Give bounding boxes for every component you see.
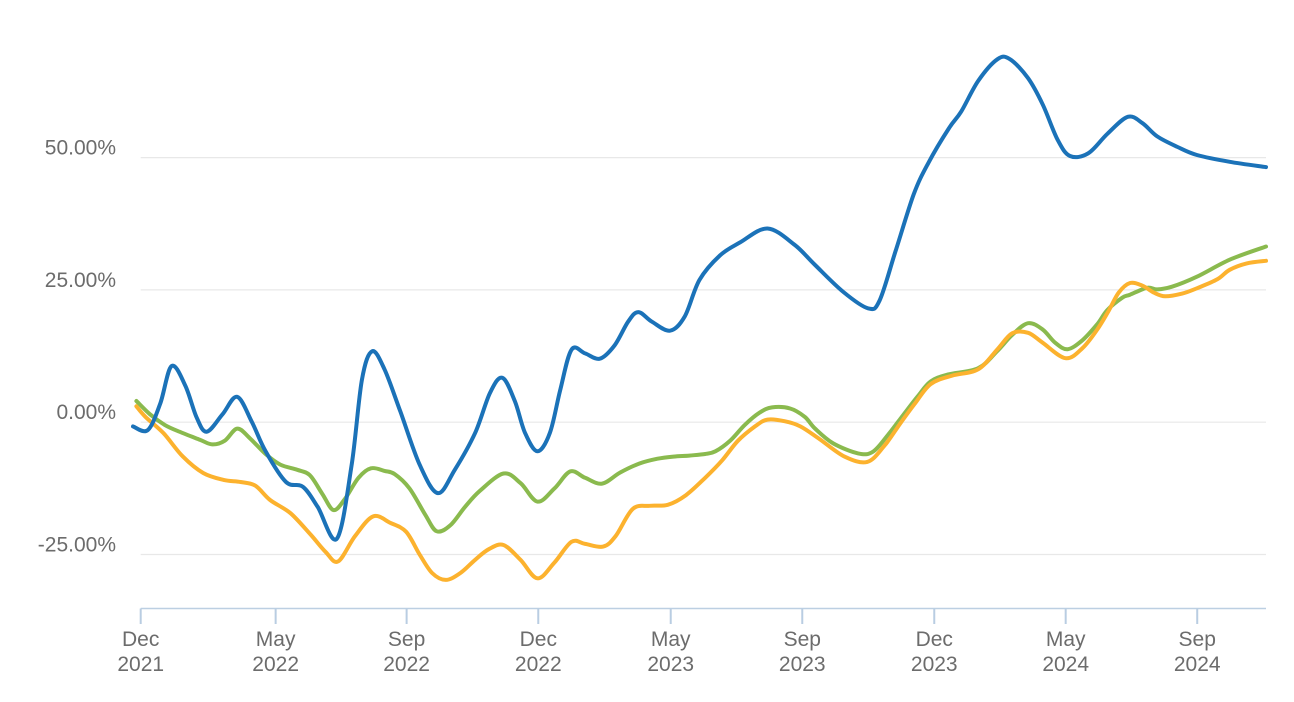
y-axis-labels-group: 50.00% 25.00% 0.00% -25.00% [38,137,116,557]
x-tick-label-month: May [1046,628,1086,651]
x-tick-label-month: Sep [1179,628,1216,651]
series-lines-group [131,54,1268,582]
series-line-blue [131,54,1268,542]
x-tick-label-year: 2022 [252,653,299,676]
x-tick-label-month: Dec [122,628,159,651]
x-tick-label-year: 2024 [1042,653,1089,676]
y-tick-label: -25.00% [38,534,116,557]
y-tick-label: 0.00% [56,401,116,424]
x-tick-label-month: Sep [784,628,821,651]
x-tick-label-month: Dec [520,628,557,651]
y-tick-label: 50.00% [45,137,116,160]
series-line-green [134,244,1268,534]
y-tick-label: 25.00% [45,269,116,292]
x-tick-label-year: 2022 [383,653,430,676]
x-tick-label-year: 2022 [515,653,562,676]
x-tick-label-month: Dec [916,628,953,651]
x-axis-group: Dec2021May2022Sep2022Dec2022May2023Sep20… [117,607,1266,676]
x-tick-label-month: Sep [388,628,425,651]
x-tick-label-month: May [256,628,296,651]
x-tick-label-year: 2023 [779,653,826,676]
x-tick-label-month: May [651,628,691,651]
x-tick-label-year: 2023 [911,653,958,676]
x-tick-label-year: 2023 [647,653,694,676]
x-tick-label-year: 2021 [117,653,164,676]
series-line-orange [134,258,1268,582]
x-tick-label-year: 2024 [1174,653,1221,676]
